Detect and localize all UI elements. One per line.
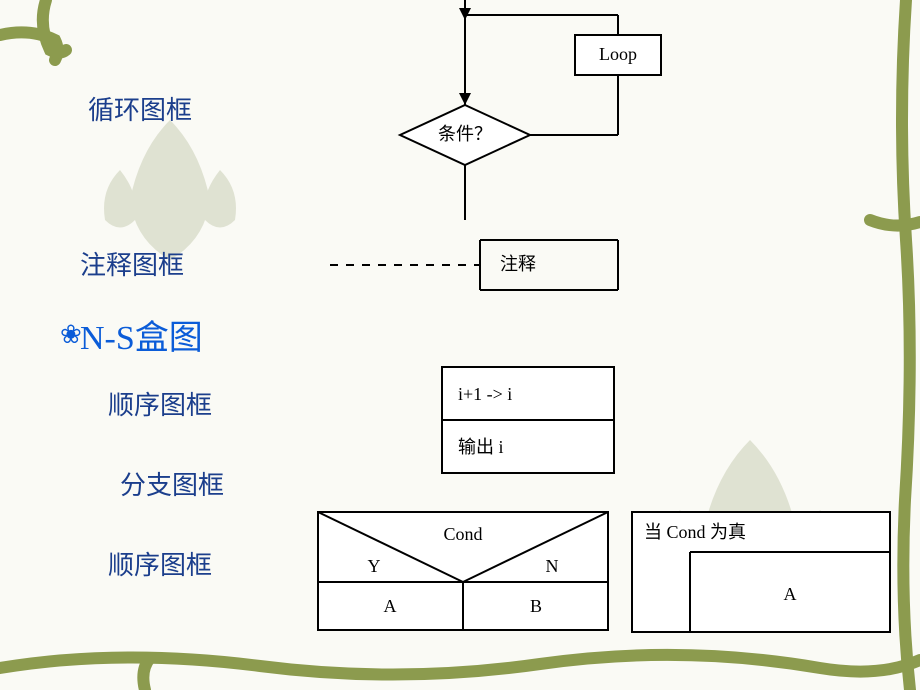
ns-branch-a: A <box>384 596 397 616</box>
condition-text: 条件？ <box>438 124 492 144</box>
ns-seq-row2: 输出 i <box>458 437 504 457</box>
ns-while-box: 当 Cond 为真 A <box>630 510 898 640</box>
label-seq-frame-1: 顺序图框 <box>108 385 212 422</box>
heading-ns: N-S盒图 <box>80 310 203 359</box>
loop-box-text: Loop <box>599 44 637 64</box>
ns-sequence-box: i+1 -> i 输出 i <box>440 365 620 480</box>
ns-branch-box: Cond Y N A B <box>316 510 616 638</box>
loop-flowchart: 条件？ Loop <box>360 0 680 225</box>
ns-while-body: A <box>784 584 797 604</box>
ns-branch-n: N <box>546 556 559 576</box>
label-branch-frame: 分支图框 <box>120 465 224 502</box>
label-loop-frame: 循环图框 <box>88 90 192 127</box>
ns-while-header: 当 Cond 为真 <box>644 522 746 542</box>
comment-diagram: 注释 <box>330 235 650 295</box>
swirl-icon: ❀ <box>60 320 82 350</box>
ns-branch-y: Y <box>368 556 381 576</box>
comment-text: 注释 <box>500 254 536 274</box>
label-seq-frame-2: 顺序图框 <box>108 545 212 582</box>
ns-branch-cond: Cond <box>443 524 482 544</box>
ns-branch-b: B <box>530 596 542 616</box>
ns-seq-row1: i+1 -> i <box>458 384 512 404</box>
label-comment-frame: 注释图框 <box>80 245 184 282</box>
